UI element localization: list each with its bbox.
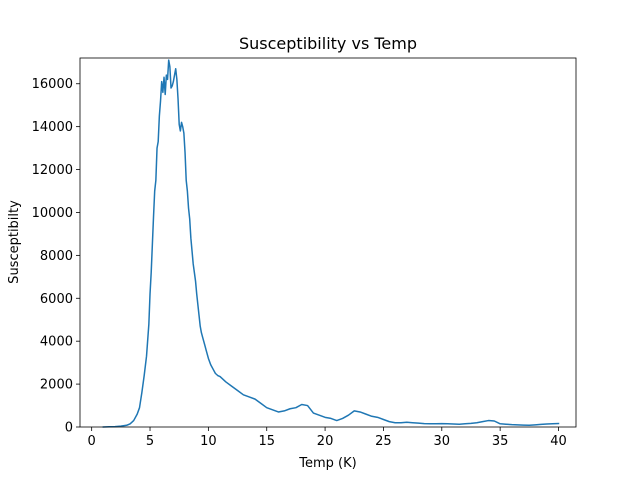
plot-area: 0 5 10 15 20 25 30 35 40 0 2000 4000 6000 8000 10000 12… [32,57,577,449]
x-tick-label: 35 [492,434,509,449]
y-tick-label: 10000 [32,206,73,221]
y-tick-label: 16000 [32,77,73,92]
x-tick-label: 25 [375,434,392,449]
y-tick-label: 4000 [40,335,73,350]
x-axis-title: Temp (K) [298,456,356,471]
plot-frame [79,57,577,428]
y-tick-label: 0 [65,421,73,436]
x-tick-label: 10 [200,434,217,449]
x-tick-label: 40 [550,434,567,449]
y-tick-label: 6000 [40,292,73,307]
y-tick-label: 12000 [32,163,73,178]
y-axis-title: Susceptibilty [7,200,22,284]
series-line-0 [102,59,560,428]
y-tick-label: 2000 [40,378,73,393]
x-tick-label: 5 [146,434,154,449]
chart-title: Susceptibility vs Temp [239,34,417,53]
x-tick-label: 20 [317,434,334,449]
y-tick-label: 8000 [40,249,73,264]
y-tick-label: 14000 [32,120,73,135]
x-tick-label: 15 [258,434,275,449]
x-tick-label: 0 [88,434,96,449]
x-tick-label: 30 [434,434,451,449]
